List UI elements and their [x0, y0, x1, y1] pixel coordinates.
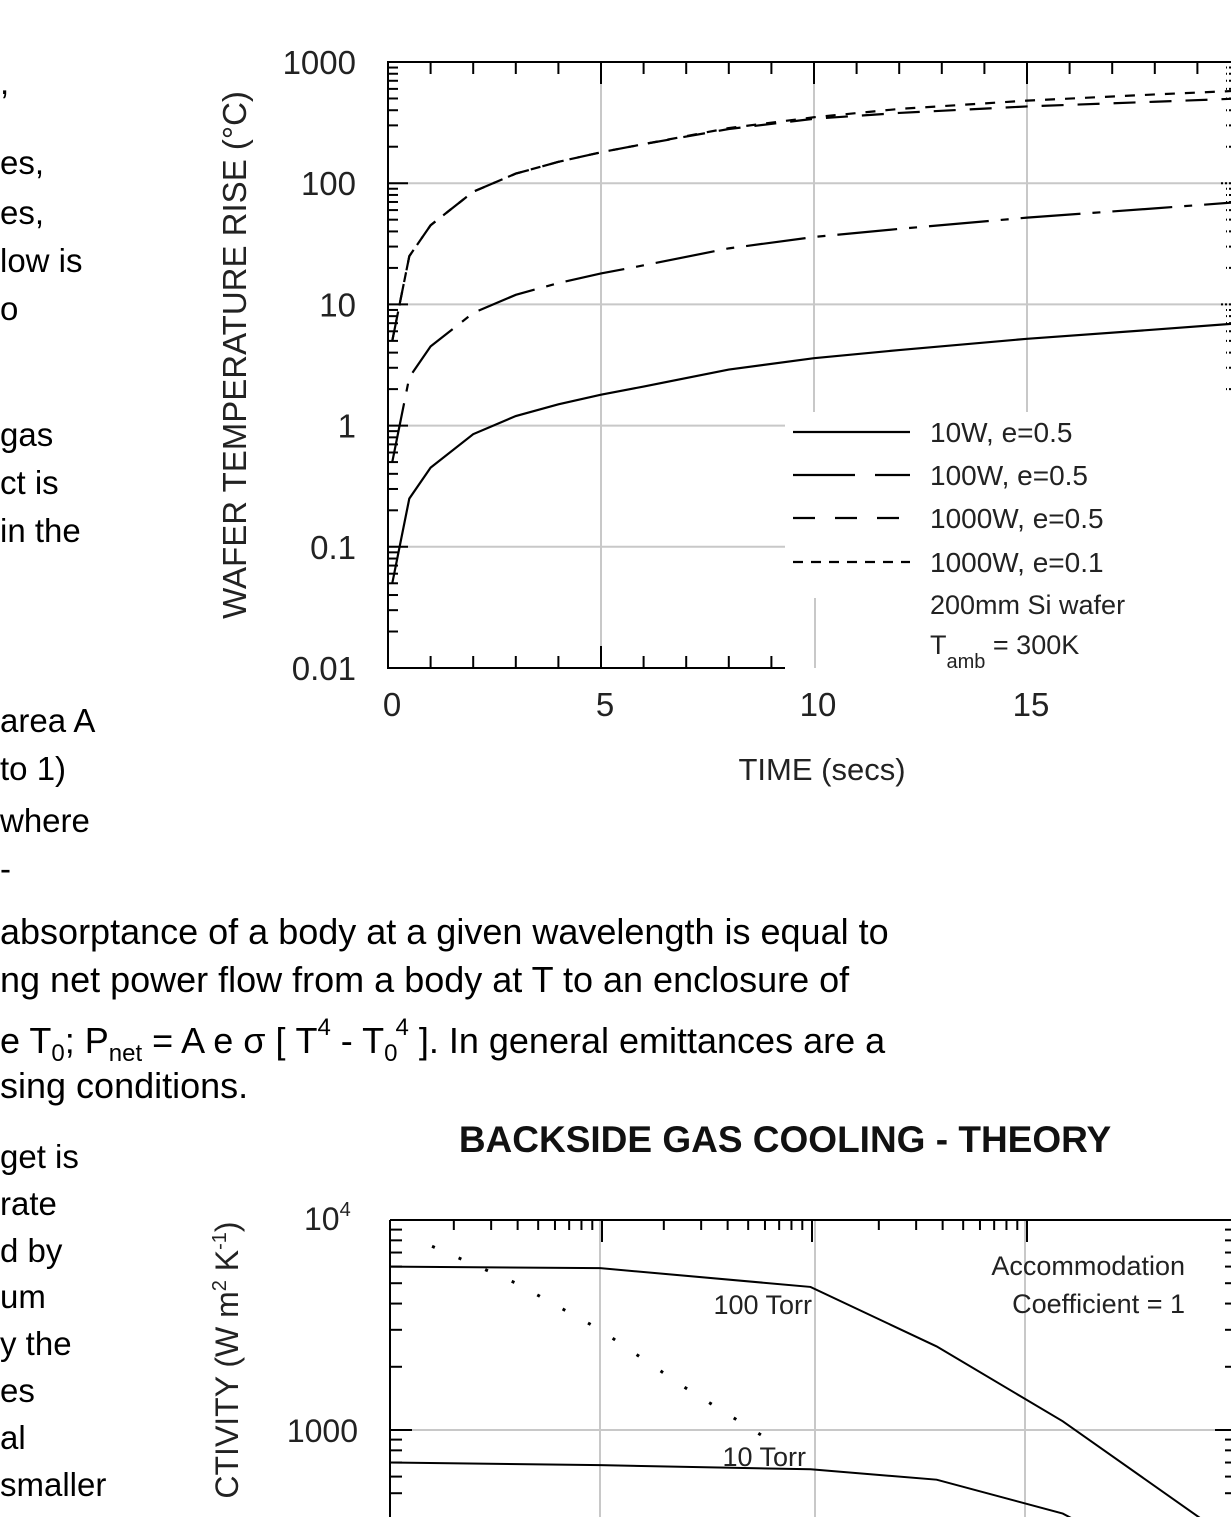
- eq-subscript: 0: [384, 1040, 398, 1067]
- data-series-line: [389, 1461, 1072, 1517]
- chart2-label-10-torr: 10 Torr: [722, 1442, 806, 1472]
- text-fragment: ,: [0, 64, 10, 101]
- text-fragment: area A: [0, 702, 96, 739]
- chart2-accommodation-line2: Coefficient = 1: [1012, 1289, 1185, 1319]
- eq-text: e T: [0, 1020, 52, 1061]
- chart1-x-axis-label: TIME (secs): [738, 752, 905, 787]
- y-tick-label: 0.01: [292, 650, 356, 687]
- text-fragment: es,: [0, 194, 45, 231]
- x-tick-label: 10: [800, 686, 837, 723]
- data-series-line: [391, 97, 1231, 342]
- chart2-title: BACKSIDE GAS COOLING - THEORY: [459, 1119, 1112, 1160]
- chart2-curves: [389, 1244, 1201, 1517]
- chart2-axis-ticks: [390, 1220, 1231, 1495]
- eq-text: = A e σ [ T: [142, 1020, 318, 1061]
- y-tick-label: 0.1: [310, 529, 356, 566]
- text-fragment: in the: [0, 512, 81, 549]
- chart2-y-axis-label: CTIVITY (W m2 K-1): [209, 1221, 245, 1498]
- tamb-value: = 300K: [985, 630, 1079, 660]
- text-fragment: al: [0, 1419, 26, 1456]
- legend-label: 10W, e=0.5: [930, 417, 1072, 448]
- eq-subscript: 0: [51, 1040, 65, 1067]
- data-series-line: [391, 322, 1231, 584]
- y-tick-label: 1000: [283, 44, 356, 81]
- chart2-y-tick-1000: 1000: [287, 1413, 358, 1449]
- legend-label: 1000W, e=0.5: [930, 503, 1104, 534]
- text-fragment: rate: [0, 1185, 57, 1222]
- chart2-accommodation-line1: Accommodation: [991, 1251, 1185, 1281]
- legend-label: 1000W, e=0.1: [930, 547, 1104, 578]
- chart1-y-tick-labels: 1000 100 10 1 0.1 0.01: [283, 44, 356, 687]
- text-fragment: get is: [0, 1138, 79, 1175]
- text-fragment: d by: [0, 1232, 63, 1269]
- ylabel-text: CTIVITY (W m: [209, 1291, 245, 1498]
- y-tick-label: 1: [338, 408, 356, 445]
- chart1-x-tick-labels: 0510152: [383, 686, 1050, 723]
- chart2-label-100-torr: 100 Torr: [713, 1290, 812, 1320]
- chart1-legend-background: [785, 412, 1231, 674]
- chart1-legend: 10W, e=0.5 100W, e=0.5 1000W, e=0.5 1000W, …: [793, 417, 1104, 578]
- tamb-T: T: [930, 630, 947, 660]
- x-tick-label: 0: [383, 686, 401, 723]
- text-fragment: to 1): [0, 750, 67, 787]
- chart1-note-tamb: Tamb = 300K: [930, 630, 1079, 673]
- text-fragment: es,: [0, 144, 45, 181]
- text-fragment: where: [0, 802, 90, 839]
- chart1-y-axis-label: WAFER TEMPERATURE RISE (°C): [216, 91, 253, 619]
- paragraph-line-4: sing conditions.: [0, 1065, 249, 1106]
- x-tick-label: 5: [596, 686, 614, 723]
- tamb-subscript: amb: [947, 651, 986, 673]
- eq-subscript: net: [108, 1040, 143, 1067]
- chart1-curves: [391, 89, 1231, 584]
- chart2-gridlines: [390, 1220, 1231, 1517]
- eq-superscript: 4: [395, 1014, 409, 1041]
- ylabel-sup: -1: [209, 1232, 231, 1250]
- paragraph-line-1: absorptance of a body at a given wavelen…: [0, 911, 889, 952]
- chart1-note-wafer: 200mm Si wafer: [930, 590, 1125, 620]
- paragraph-line-2: ng net power flow from a body at T to an…: [0, 959, 850, 1000]
- y-tick-label: 10: [319, 286, 356, 323]
- text-fragment: low is: [0, 242, 83, 279]
- y-tick-label: 100: [301, 165, 356, 202]
- tick-exponent: 4: [340, 1199, 351, 1221]
- ylabel-sup: 2: [209, 1280, 231, 1291]
- eq-text: - T: [330, 1020, 385, 1061]
- x-tick-label: 15: [1013, 686, 1050, 723]
- text-fragment: um: [0, 1278, 46, 1315]
- tick-base: 10: [304, 1201, 340, 1237]
- data-series-line: [389, 1265, 1201, 1517]
- data-series-line: [391, 201, 1231, 463]
- text-fragment: o: [0, 290, 19, 327]
- data-series-line: [391, 89, 1231, 342]
- gas-cooling-chart: BACKSIDE GAS COOLING - THEORY CTIVITY (W…: [209, 1119, 1231, 1517]
- eq-superscript: 4: [317, 1014, 331, 1041]
- text-fragment: -: [0, 850, 11, 887]
- text-fragment: es: [0, 1372, 35, 1409]
- eq-text: ; P: [64, 1020, 109, 1061]
- text-fragment: gas: [0, 416, 54, 453]
- eq-text: ]. In general emittances are a: [408, 1020, 886, 1061]
- ylabel-text: K: [209, 1250, 245, 1280]
- ylabel-text: ): [209, 1221, 245, 1232]
- text-fragment: ct is: [0, 464, 59, 501]
- chart2-y-tick-10e4: 104: [304, 1199, 351, 1237]
- text-fragment: smaller: [0, 1466, 107, 1503]
- legend-label: 100W, e=0.5: [930, 460, 1088, 491]
- paragraph-line-3-equation: e T0; Pnet = A e σ [ T4 - T04 ]. In gene…: [0, 1016, 885, 1066]
- text-fragment: y the: [0, 1325, 72, 1362]
